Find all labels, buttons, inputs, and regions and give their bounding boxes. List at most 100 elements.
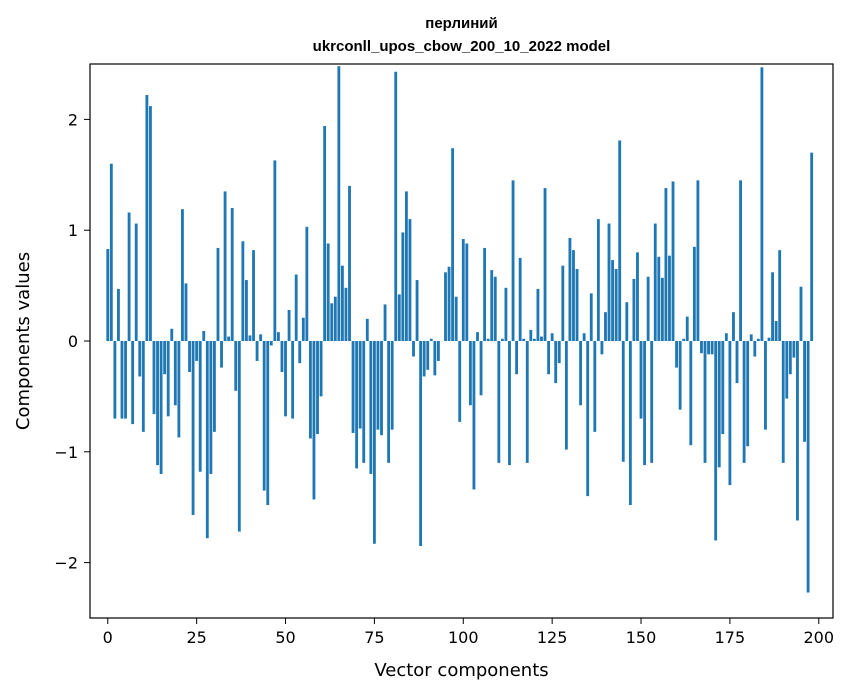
bar <box>614 268 618 341</box>
bar <box>774 321 778 341</box>
bar <box>390 341 394 430</box>
bar <box>792 341 796 358</box>
bar <box>301 317 305 341</box>
bar <box>486 338 490 341</box>
bar <box>682 338 686 341</box>
bar <box>724 333 728 341</box>
bar <box>628 341 632 505</box>
bar <box>291 341 295 419</box>
bar <box>408 219 412 341</box>
bar <box>145 95 149 342</box>
bar <box>412 341 415 357</box>
bar <box>287 309 291 341</box>
bar <box>696 180 700 341</box>
bar <box>308 341 312 439</box>
bar <box>245 280 248 341</box>
bar <box>764 341 767 430</box>
bar <box>554 341 558 384</box>
bar <box>589 293 593 341</box>
bar <box>717 341 721 468</box>
bar <box>781 341 785 463</box>
bar <box>323 126 327 341</box>
bar <box>170 328 174 341</box>
plot-frame <box>89 63 834 619</box>
bar <box>660 277 664 341</box>
bar <box>433 341 437 376</box>
bar <box>173 341 177 406</box>
bar <box>721 341 725 435</box>
bar <box>394 71 398 341</box>
bar <box>234 341 238 391</box>
bar <box>109 163 113 341</box>
bar <box>348 185 351 341</box>
bar <box>330 303 334 341</box>
bar <box>351 341 355 433</box>
x-tick-label: 150 <box>626 628 657 647</box>
bar <box>372 341 376 544</box>
bar <box>447 266 451 341</box>
bar <box>362 341 366 463</box>
bar <box>657 256 661 341</box>
bar <box>561 265 565 341</box>
bar <box>806 341 810 593</box>
bar <box>117 288 120 341</box>
bar <box>184 283 188 341</box>
y-tick-label: 2 <box>68 110 78 129</box>
bar <box>227 336 231 341</box>
bar <box>618 140 622 341</box>
bar <box>753 341 757 357</box>
bar <box>810 152 814 341</box>
bar <box>582 333 586 341</box>
bar <box>209 341 213 474</box>
bar <box>127 212 131 341</box>
bar <box>134 223 138 341</box>
bar <box>508 341 511 466</box>
bar <box>255 341 259 361</box>
bar <box>383 304 387 341</box>
bar <box>650 341 654 463</box>
bar <box>479 341 483 396</box>
bar <box>710 341 714 355</box>
bar <box>454 296 458 341</box>
bar <box>607 223 611 341</box>
bar <box>458 341 462 422</box>
bar <box>230 208 234 341</box>
bar <box>401 232 405 341</box>
bar <box>621 341 625 462</box>
bar <box>760 67 764 341</box>
bar <box>490 270 494 341</box>
y-axis: −2 −1 0 1 2 <box>54 110 90 573</box>
x-tick-label: 50 <box>275 628 295 647</box>
bar <box>106 249 110 341</box>
bar <box>124 341 127 419</box>
bar <box>465 243 469 341</box>
bar <box>191 341 195 515</box>
bar <box>113 341 117 419</box>
bar <box>732 312 735 341</box>
bar <box>252 250 255 341</box>
bar <box>131 341 135 425</box>
bar <box>444 272 447 341</box>
bar <box>668 255 671 341</box>
bar <box>596 219 600 341</box>
bar <box>472 341 476 490</box>
bar <box>312 341 316 500</box>
bar <box>177 341 181 438</box>
chart-subtitle: ukrconll_upos_cbow_200_10_2022 model <box>313 38 611 55</box>
bar <box>557 341 561 364</box>
bar <box>166 341 170 417</box>
bar <box>735 341 739 384</box>
y-tick-label: 0 <box>68 332 78 351</box>
bar <box>536 288 540 341</box>
bar <box>195 341 199 361</box>
bar <box>646 276 650 341</box>
bar <box>237 341 241 532</box>
bar <box>692 246 696 341</box>
bar <box>671 181 675 341</box>
bar <box>344 287 348 341</box>
bar <box>714 341 718 541</box>
bar <box>639 341 643 419</box>
bar <box>436 341 440 361</box>
bar <box>120 341 124 419</box>
